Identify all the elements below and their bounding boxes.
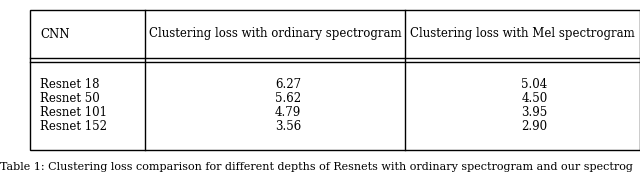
Text: 4.50: 4.50 xyxy=(521,93,547,105)
Text: Resnet 18: Resnet 18 xyxy=(40,78,99,92)
Text: Resnet 152: Resnet 152 xyxy=(40,121,107,134)
Text: Clustering loss with ordinary spectrogram: Clustering loss with ordinary spectrogra… xyxy=(148,27,401,40)
Text: Resnet 101: Resnet 101 xyxy=(40,106,107,120)
Text: 5.04: 5.04 xyxy=(521,78,547,92)
Text: 3.56: 3.56 xyxy=(275,121,301,134)
Text: 5.62: 5.62 xyxy=(275,93,301,105)
Bar xyxy=(30,10,640,150)
Text: 2.90: 2.90 xyxy=(521,121,547,134)
Text: Clustering loss with Mel spectrogram: Clustering loss with Mel spectrogram xyxy=(410,27,635,40)
Text: 3.95: 3.95 xyxy=(521,106,547,120)
Text: Resnet 50: Resnet 50 xyxy=(40,93,100,105)
Text: 4.79: 4.79 xyxy=(275,106,301,120)
Text: Table 1: Clustering loss comparison for different depths of Resnets with ordinar: Table 1: Clustering loss comparison for … xyxy=(0,162,633,172)
Text: 6.27: 6.27 xyxy=(275,78,301,92)
Text: CNN: CNN xyxy=(40,27,70,40)
